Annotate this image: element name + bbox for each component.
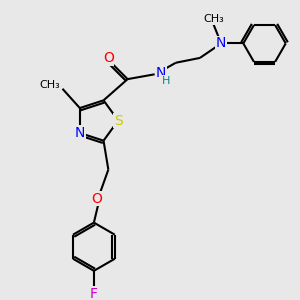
Text: S: S <box>114 113 123 128</box>
Text: N: N <box>156 66 166 80</box>
Text: N: N <box>75 126 85 140</box>
Text: F: F <box>90 287 98 300</box>
Text: O: O <box>103 51 114 65</box>
Text: O: O <box>91 191 102 206</box>
Text: N: N <box>216 37 226 50</box>
Text: H: H <box>162 76 171 86</box>
Text: CH₃: CH₃ <box>40 80 61 90</box>
Text: CH₃: CH₃ <box>203 14 224 24</box>
